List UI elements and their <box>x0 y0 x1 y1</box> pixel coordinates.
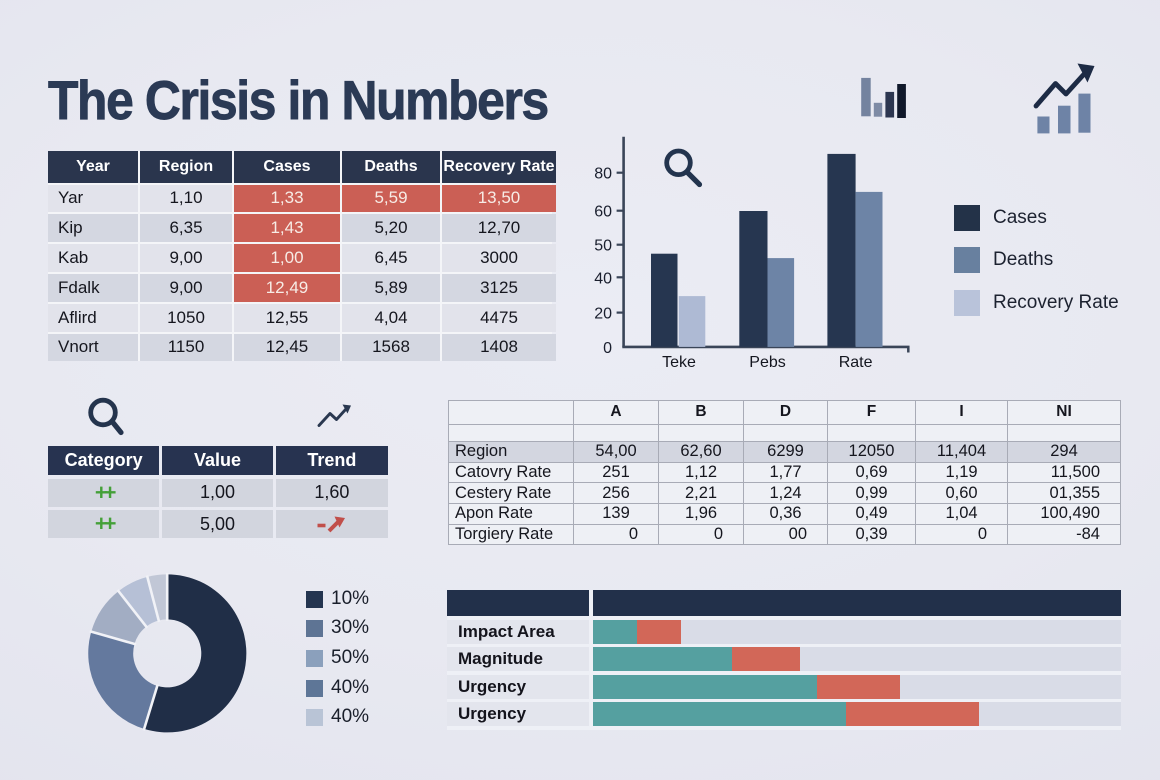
svg-text:Rate: Rate <box>839 354 873 371</box>
svg-text:80: 80 <box>594 166 612 183</box>
svg-text:50: 50 <box>594 238 612 255</box>
svg-text:0: 0 <box>603 340 612 357</box>
svg-text:Teke: Teke <box>662 354 696 371</box>
svg-text:20: 20 <box>594 306 612 323</box>
svg-text:Pebs: Pebs <box>749 354 785 371</box>
svg-text:40: 40 <box>594 270 612 287</box>
svg-text:60: 60 <box>594 204 612 221</box>
